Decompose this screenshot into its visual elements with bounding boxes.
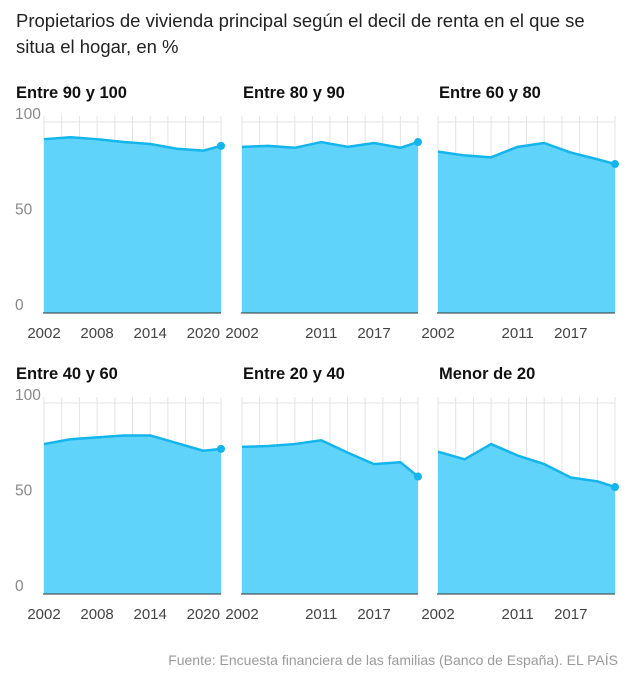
series-area-4	[44, 435, 221, 594]
x-tick-label: 2008	[80, 606, 113, 623]
y-tick-label: 100	[15, 387, 41, 404]
series-area-5	[242, 440, 418, 594]
x-tick-label: 2011	[502, 325, 534, 342]
x-tick-label: 2002	[27, 606, 60, 623]
x-tick-label: 2017	[554, 606, 587, 623]
y-tick-label: 0	[15, 578, 24, 595]
panel-title-5: Entre 20 y 40	[243, 365, 345, 383]
source-note: Fuente: Encuesta financiera de las famil…	[168, 652, 618, 668]
chart-title: Propietarios de vivienda principal según…	[16, 10, 585, 57]
x-tick-label: 2002	[421, 606, 454, 623]
y-tick-label: 0	[15, 297, 24, 314]
y-tick-label: 50	[15, 483, 33, 500]
panel-title-1: Entre 90 y 100	[16, 84, 127, 102]
x-tick-label: 2014	[134, 325, 167, 342]
x-tick-label: 2014	[134, 606, 167, 623]
panel-title-4: Entre 40 y 60	[16, 365, 118, 383]
x-tick-label: 2002	[225, 606, 258, 623]
last-point-marker-3	[611, 160, 619, 169]
series-line-2	[241, 140, 419, 150]
x-tick-label: 2011	[305, 325, 337, 342]
x-tick-label: 2002	[421, 325, 454, 342]
panel-title-6: Menor de 20	[439, 365, 536, 383]
x-tick-label: 2020	[187, 606, 220, 623]
series-area-1	[44, 137, 221, 313]
x-tick-label: 2017	[554, 325, 587, 342]
last-point-marker-5	[414, 472, 422, 481]
x-tick-label: 2017	[357, 606, 390, 623]
series-line-5	[241, 438, 419, 478]
panel-title-2: Entre 80 y 90	[243, 84, 345, 102]
series-line-4	[43, 434, 222, 452]
series-line-3	[437, 141, 616, 166]
series-area-6	[438, 444, 615, 594]
y-tick-label: 100	[15, 106, 41, 123]
x-tick-label: 2017	[357, 325, 390, 342]
last-point-marker-2	[414, 138, 422, 147]
x-tick-label: 2002	[225, 325, 258, 342]
x-tick-label: 2020	[187, 325, 220, 342]
x-tick-label: 2011	[305, 606, 337, 623]
panel-title-3: Entre 60 y 80	[439, 84, 541, 102]
x-tick-label: 2008	[80, 325, 113, 342]
series-area-3	[438, 143, 615, 313]
x-tick-label: 2002	[27, 325, 60, 342]
series-line-6	[437, 442, 616, 489]
series-line-1	[43, 136, 222, 152]
y-tick-label: 50	[15, 202, 33, 219]
last-point-marker-1	[217, 141, 225, 150]
last-point-marker-4	[217, 444, 225, 453]
x-tick-label: 2011	[502, 606, 534, 623]
series-area-2	[242, 142, 418, 313]
last-point-marker-6	[611, 483, 619, 492]
